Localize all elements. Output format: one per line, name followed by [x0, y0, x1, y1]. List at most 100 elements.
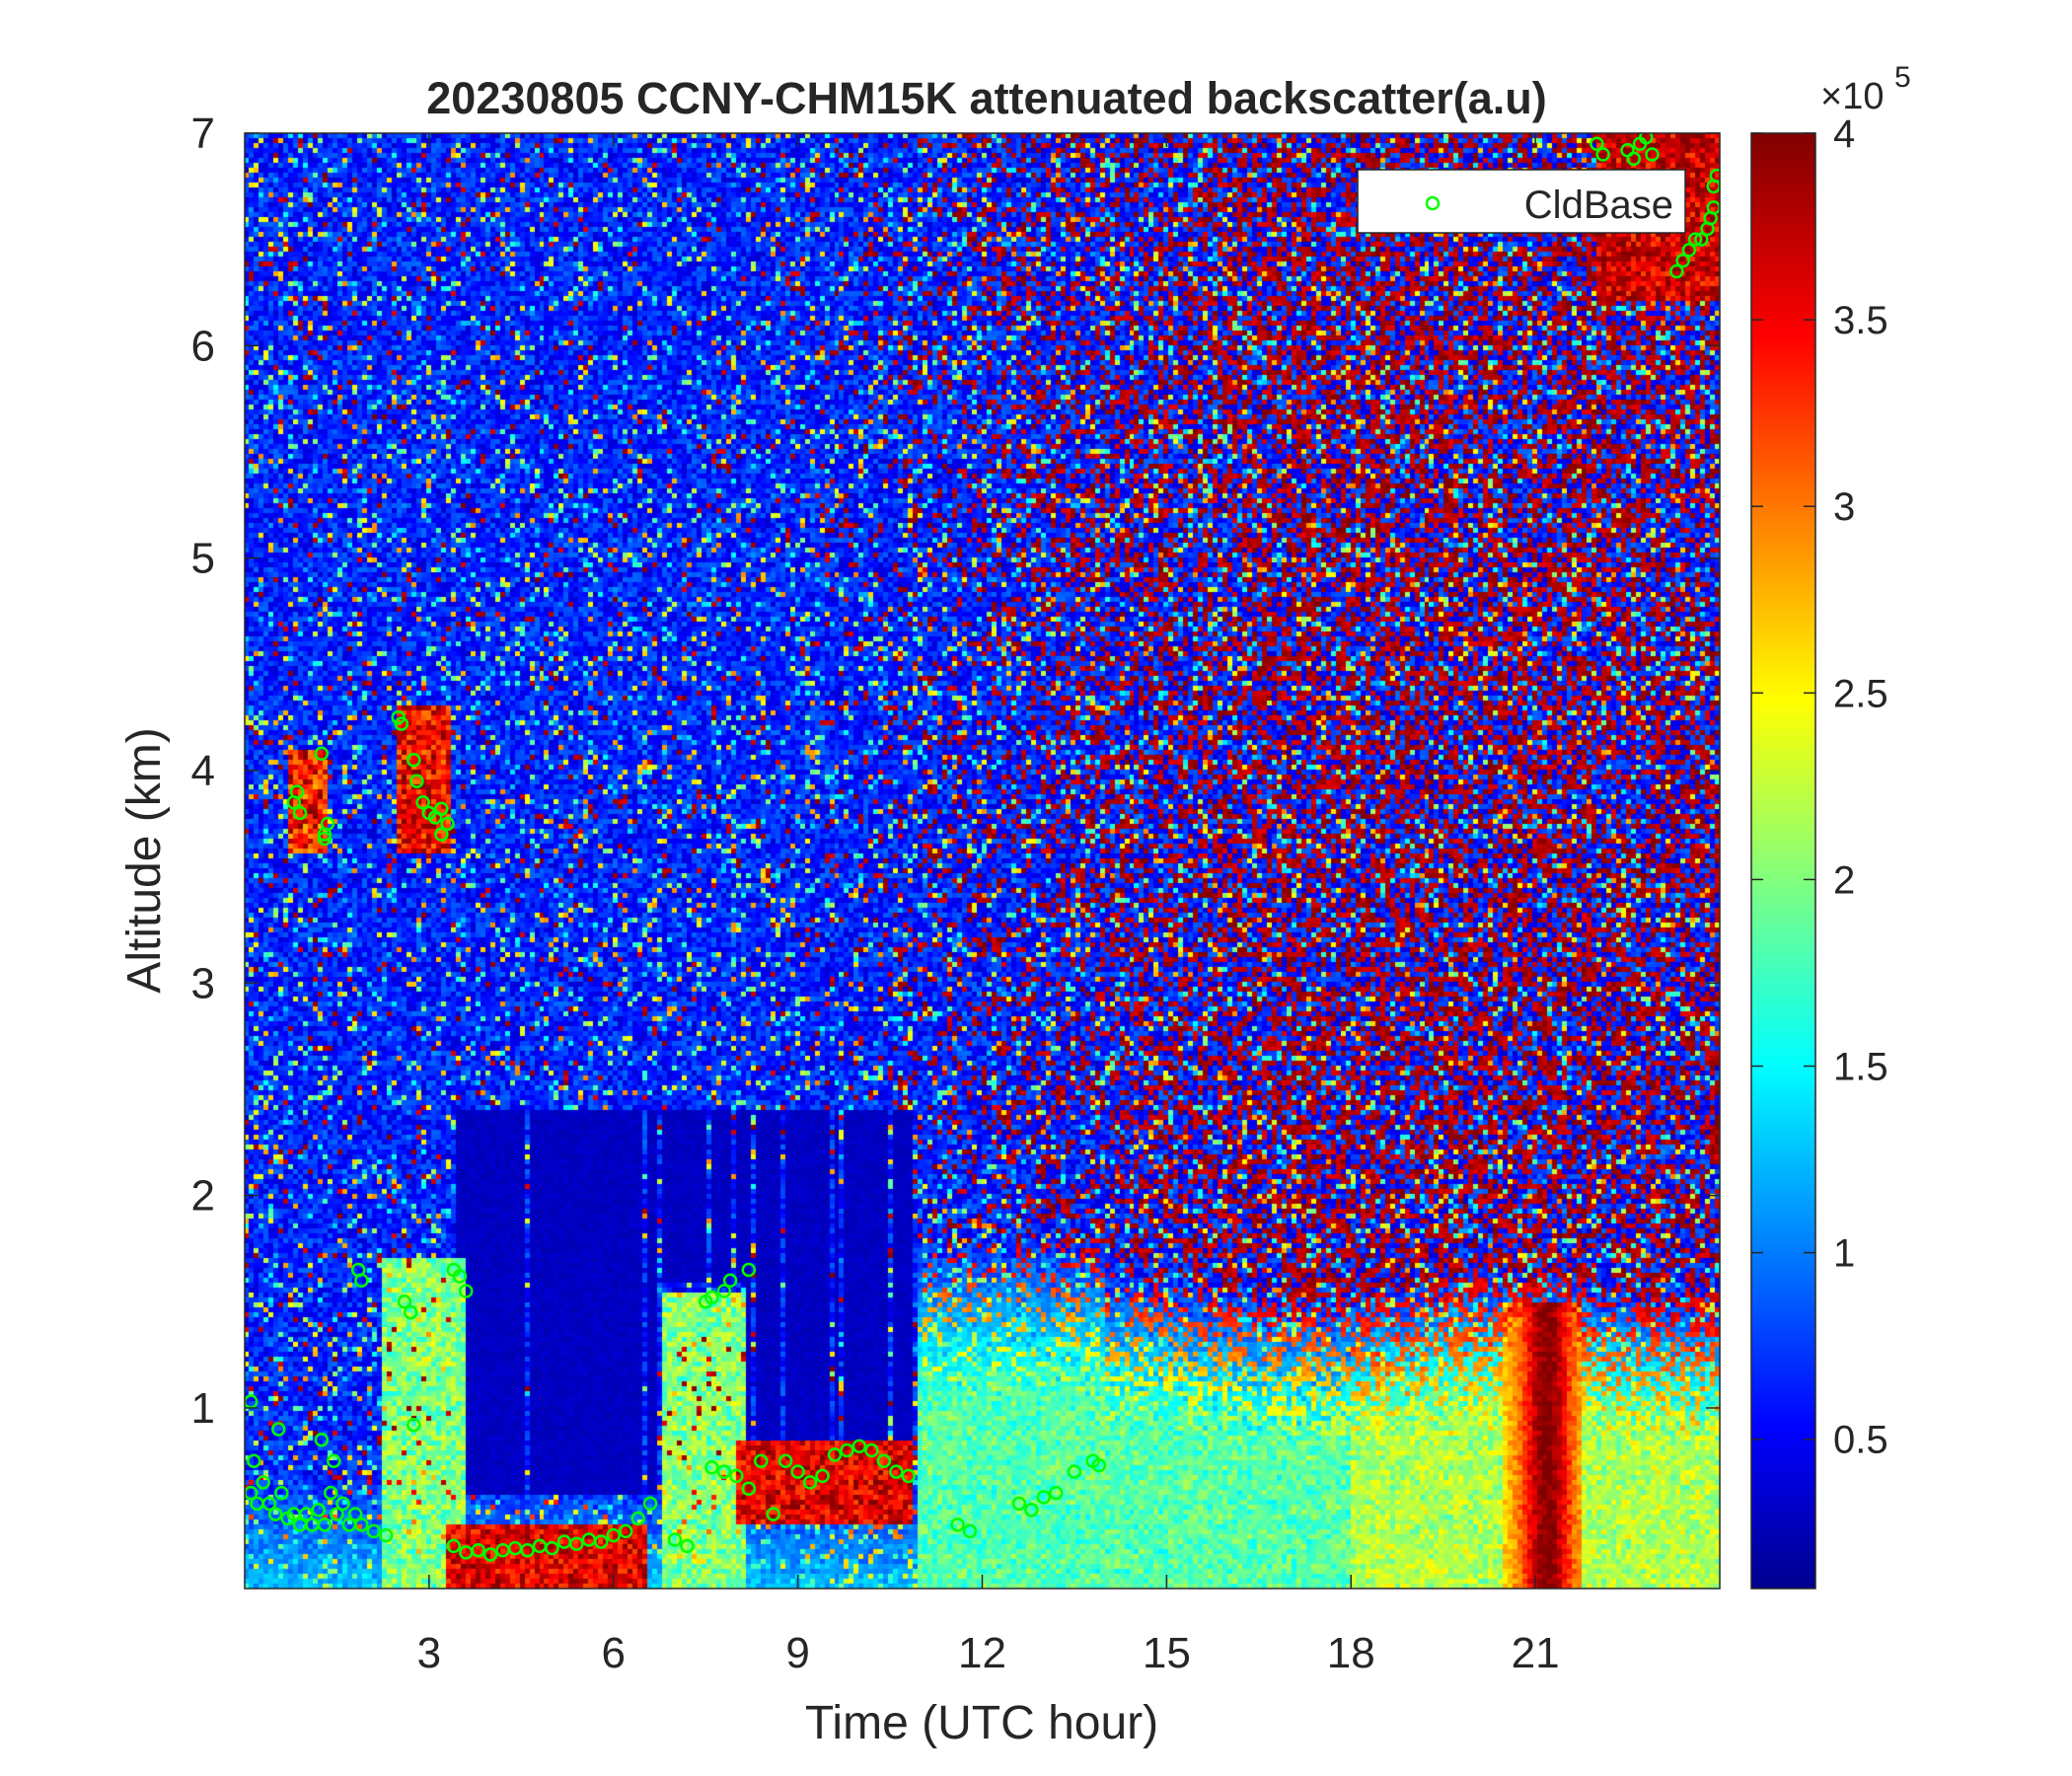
cldbase-point — [314, 746, 330, 762]
cldbase-point — [403, 1304, 418, 1320]
cldbase-point — [790, 1464, 805, 1479]
cldbase-point — [320, 816, 335, 832]
cldbase-point — [827, 1447, 843, 1462]
colorbar-ticks: 0.5 1 1.5 2 2.5 3 3.5 4 — [1751, 112, 1888, 1462]
cldbase-point — [292, 805, 308, 821]
y-tick-label: 7 — [191, 110, 215, 158]
cldbase-point — [1675, 253, 1690, 268]
y-tick-label: 3 — [191, 959, 215, 1007]
cldbase-point — [452, 1269, 468, 1284]
y-tick-label: 1 — [191, 1384, 215, 1433]
cldbase-point — [876, 1453, 892, 1469]
cldbase-point — [864, 1443, 879, 1458]
colorbar-tick-label: 4 — [1833, 112, 1855, 156]
cldbase-point — [247, 1453, 261, 1469]
cldbase-point — [680, 1538, 695, 1554]
cldbase-point — [394, 716, 409, 731]
cldbase-point — [327, 1453, 341, 1469]
cloud-base-points — [245, 133, 1720, 1562]
legend-box — [1357, 169, 1686, 234]
cldbase-point — [1595, 147, 1610, 162]
cldbase-point — [311, 1503, 326, 1517]
colorbar-tick-label: 2 — [1833, 858, 1855, 902]
cldbase-point — [962, 1523, 978, 1539]
cldbase-point — [397, 1295, 412, 1309]
cldbase-point — [1067, 1464, 1082, 1479]
legend-entry-cldbase: CldBase — [1524, 184, 1673, 227]
cldbase-point — [330, 1507, 344, 1521]
y-tick-label: 4 — [191, 747, 215, 795]
cldbase-point — [407, 752, 421, 768]
cldbase-point — [840, 1443, 854, 1458]
cldbase-point — [667, 1532, 683, 1547]
x-tick-label: 12 — [958, 1629, 1006, 1677]
cldbase-point — [347, 1507, 363, 1521]
cldbase-point — [267, 1507, 283, 1521]
x-tick-label: 3 — [417, 1629, 441, 1677]
cldbase-point — [704, 1460, 719, 1475]
cldbase-point — [950, 1517, 965, 1532]
cldbase-point — [704, 1290, 719, 1305]
y-axis-label: Altitude (km) — [118, 727, 171, 993]
cldbase-point — [766, 1507, 780, 1521]
cldbase-point — [716, 1464, 732, 1479]
colorbar-tick-label: 1 — [1833, 1232, 1855, 1276]
cldbase-point — [1590, 136, 1604, 152]
x-axis-label: Time (UTC hour) — [805, 1697, 1158, 1749]
colorbar-gradient — [1750, 132, 1816, 1590]
cldbase-point — [520, 1542, 535, 1558]
cldbase-point — [299, 1507, 314, 1521]
cldbase-point — [323, 1485, 338, 1501]
cldbase-point — [434, 827, 449, 842]
cldbase-point — [415, 795, 430, 810]
cldbase-point — [729, 1468, 744, 1484]
cldbase-point — [630, 1511, 645, 1526]
backscatter-heatmap — [245, 133, 1720, 1589]
cldbase-point — [1645, 147, 1660, 162]
cldbase-point — [446, 1538, 462, 1554]
colorbar: 0.5 1 1.5 2 2.5 3 3.5 4 ×10 5 — [1750, 61, 1911, 1590]
colorbar-exponent-power: 5 — [1894, 61, 1911, 94]
colorbar-exponent: ×10 5 — [1820, 61, 1911, 117]
cldbase-point — [1694, 232, 1709, 247]
cldbase-point — [1091, 1457, 1107, 1473]
cldbase-point — [256, 1475, 270, 1490]
cldbase-point — [1011, 1496, 1027, 1512]
cldbase-point — [289, 784, 305, 799]
colorbar-tick-label: 1.5 — [1833, 1046, 1888, 1089]
cldbase-point — [354, 1517, 369, 1532]
cldbase-point — [1687, 232, 1703, 247]
colorbar-tick-label: 2.5 — [1833, 672, 1888, 715]
cldbase-point — [754, 1453, 769, 1469]
cldbase-point — [379, 1527, 394, 1543]
cldbase-point — [335, 1496, 350, 1512]
legend: CldBase — [1357, 169, 1686, 234]
cldbase-point — [618, 1523, 633, 1539]
cldbase-point — [407, 1417, 421, 1433]
legend-marker — [1425, 195, 1441, 211]
cldbase-point — [1024, 1503, 1039, 1517]
cldbase-point — [901, 1468, 916, 1484]
colorbar-tick-label: 3 — [1833, 485, 1855, 529]
cldbase-point — [1681, 243, 1697, 258]
cldbase-point — [482, 1547, 498, 1562]
x-tick-label: 6 — [602, 1629, 626, 1677]
cldbase-point — [459, 1284, 474, 1298]
x-tick-label: 21 — [1512, 1629, 1560, 1677]
cldbase-point — [314, 1433, 330, 1447]
x-axis: 3 6 9 12 15 18 21 — [417, 133, 1560, 1677]
colorbar-exponent-base: ×10 — [1820, 76, 1884, 117]
chart-title: 20230805 CCNY-CHM15K attenuated backscat… — [426, 73, 1546, 123]
cldbase-point — [815, 1468, 830, 1484]
cldbase-point — [354, 1273, 369, 1289]
cldbase-point — [889, 1464, 904, 1479]
colorbar-tick-label: 3.5 — [1833, 299, 1888, 342]
cldbase-point — [271, 1422, 286, 1437]
cldbase-point — [594, 1534, 609, 1549]
x-tick-label: 15 — [1143, 1629, 1191, 1677]
cldbase-point — [274, 1485, 289, 1501]
y-tick-label: 6 — [191, 322, 215, 370]
cldbase-point — [716, 1284, 732, 1298]
cldbase-point — [777, 1453, 793, 1469]
